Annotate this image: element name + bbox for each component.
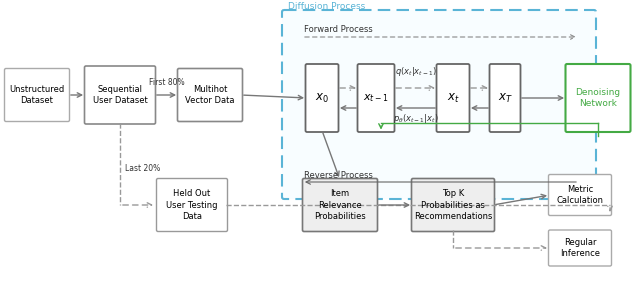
Text: Sequential
User Dataset: Sequential User Dataset: [93, 85, 147, 105]
FancyBboxPatch shape: [548, 175, 611, 216]
Text: $q(x_t|x_{t-1})$: $q(x_t|x_{t-1})$: [394, 65, 436, 78]
FancyBboxPatch shape: [566, 64, 630, 132]
Text: Held Out
User Testing
Data: Held Out User Testing Data: [166, 189, 218, 221]
FancyBboxPatch shape: [305, 64, 339, 132]
Text: $x_T$: $x_T$: [497, 91, 513, 105]
Text: Last 20%: Last 20%: [125, 164, 160, 173]
Text: Regular
Inference: Regular Inference: [560, 238, 600, 258]
Text: $x_0$: $x_0$: [315, 91, 329, 105]
Text: Multihot
Vector Data: Multihot Vector Data: [185, 85, 235, 105]
FancyBboxPatch shape: [84, 66, 156, 124]
Text: Top K
Probabilities as
Recommendations: Top K Probabilities as Recommendations: [414, 189, 492, 221]
FancyBboxPatch shape: [4, 69, 70, 121]
Text: Forward Process: Forward Process: [304, 26, 372, 35]
FancyBboxPatch shape: [157, 178, 227, 232]
Text: Item
Relevance
Probabilities: Item Relevance Probabilities: [314, 189, 366, 221]
Text: $x_t$: $x_t$: [447, 91, 460, 105]
FancyBboxPatch shape: [303, 178, 378, 232]
Text: Diffusion Process: Diffusion Process: [288, 2, 365, 11]
FancyBboxPatch shape: [282, 10, 596, 199]
Text: Metric
Calculation: Metric Calculation: [557, 185, 604, 205]
FancyBboxPatch shape: [490, 64, 520, 132]
FancyBboxPatch shape: [548, 230, 611, 266]
FancyBboxPatch shape: [412, 178, 495, 232]
Text: First 80%: First 80%: [148, 78, 184, 87]
Text: $p_\theta(x_{t-1}|x_t)$: $p_\theta(x_{t-1}|x_t)$: [392, 112, 438, 125]
Text: Denoising
Network: Denoising Network: [575, 88, 621, 108]
FancyBboxPatch shape: [436, 64, 470, 132]
FancyBboxPatch shape: [177, 69, 243, 121]
Text: Unstructured
Dataset: Unstructured Dataset: [10, 85, 65, 105]
Text: $x_{t-1}$: $x_{t-1}$: [363, 92, 389, 104]
Text: Reverse Process: Reverse Process: [304, 171, 373, 180]
FancyBboxPatch shape: [358, 64, 394, 132]
